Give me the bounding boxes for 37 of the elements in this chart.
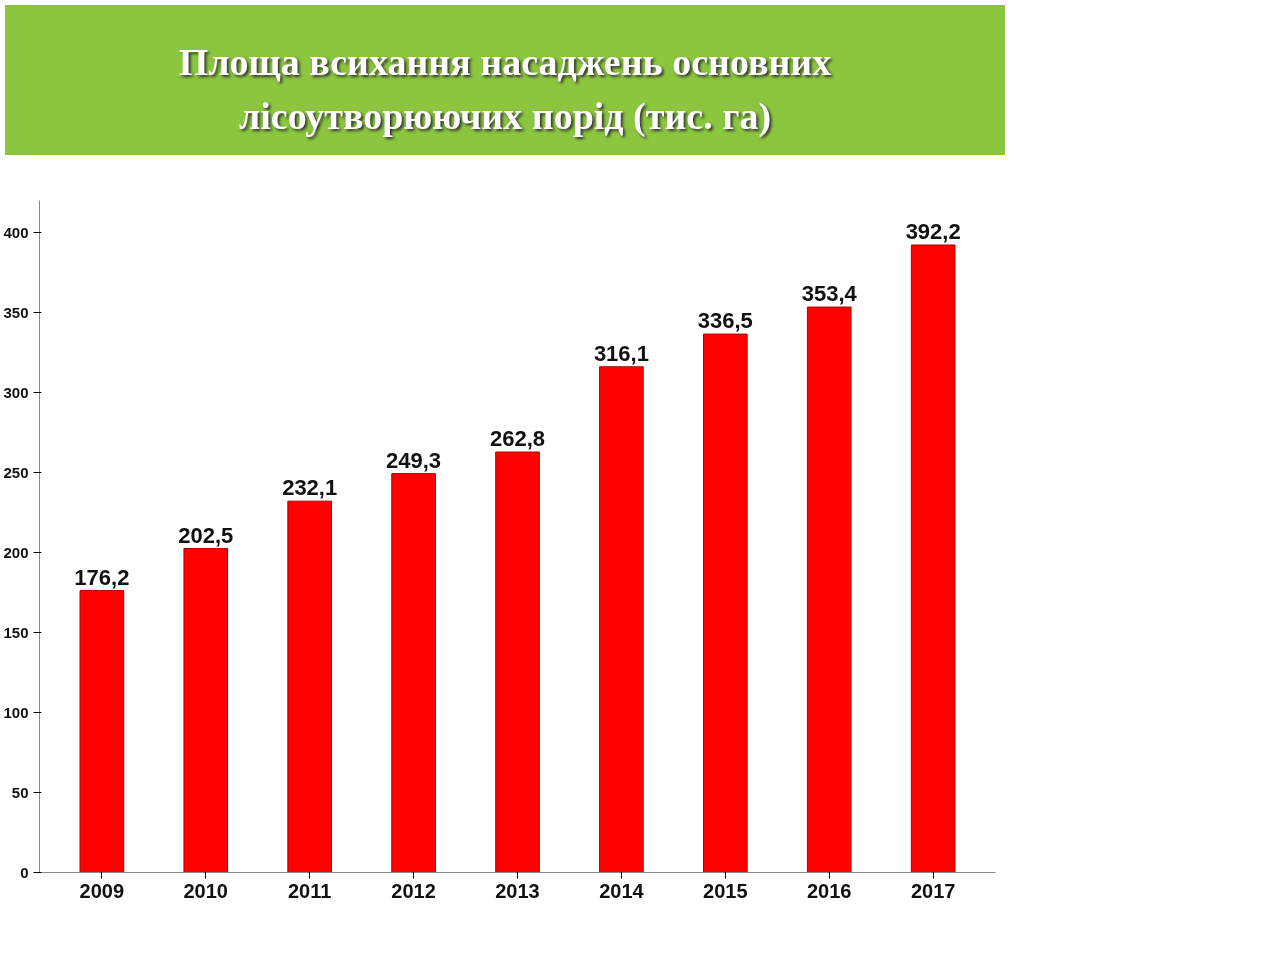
data-label: 232,1 [282,475,338,501]
bar [806,306,852,873]
x-tick-label: 2014 [599,879,645,902]
data-label: 202,5 [178,522,234,548]
data-label: 249,3 [386,447,442,473]
y-tick-label: 0 [20,863,29,881]
bar [79,590,125,873]
x-tick-label: 2009 [79,879,125,902]
y-tick-label: 300 [3,383,29,401]
y-tick-label: 100 [3,703,29,721]
x-tick-label: 2010 [183,879,229,902]
x-tick-label: 2017 [910,879,956,902]
bar [183,548,229,873]
data-label: 262,8 [489,426,546,452]
bar [495,451,540,873]
x-tick-label: 2016 [806,879,852,902]
y-tick-label: 200 [3,543,29,561]
y-tick-label: 250 [3,463,29,481]
x-tick-label: 2011 [287,879,332,902]
data-label: 316,1 [593,340,649,366]
bar [703,333,748,873]
bar [910,244,956,873]
bar [599,366,644,873]
y-tick-label: 50 [11,783,29,801]
bar [287,500,332,873]
y-tick-label: 150 [3,623,29,641]
data-label: 353,4 [801,281,858,307]
data-label: 336,5 [697,308,753,334]
x-tick-label: 2013 [495,879,540,902]
chart-title: Площа всихання насаджень основних лісоутворюючих порід (тис. га) [177,40,833,140]
x-tick-label: 2015 [703,879,748,902]
data-label: 392,2 [905,218,961,244]
y-tick-label: 350 [3,303,29,321]
bar [391,473,436,873]
y-tick-label: 400 [3,223,29,241]
x-tick-label: 2012 [391,879,436,902]
data-label: 176,2 [74,564,130,590]
